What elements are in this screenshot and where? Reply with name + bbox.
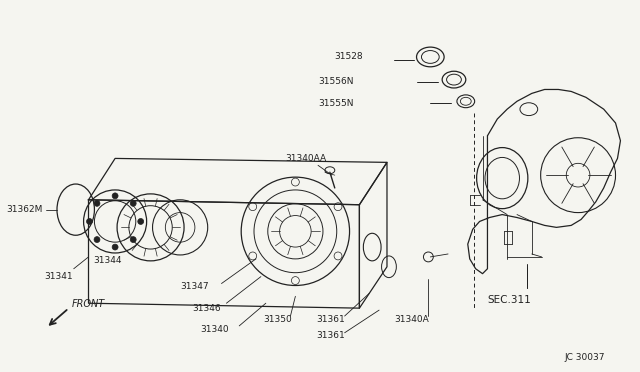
Text: 31361: 31361 — [316, 315, 345, 324]
Text: 31528: 31528 — [335, 52, 364, 61]
Circle shape — [112, 193, 118, 199]
Circle shape — [112, 244, 118, 250]
Text: 31340: 31340 — [200, 326, 228, 334]
Text: 31346: 31346 — [192, 304, 221, 312]
Text: 31350: 31350 — [263, 315, 292, 324]
Text: 31340AA: 31340AA — [285, 154, 326, 163]
Circle shape — [94, 237, 100, 243]
Text: 31361: 31361 — [316, 331, 345, 340]
Text: 31340A: 31340A — [394, 315, 429, 324]
Text: JC 30037: JC 30037 — [564, 353, 605, 362]
Text: 31556N: 31556N — [318, 77, 353, 86]
Text: SEC.311: SEC.311 — [488, 295, 531, 305]
Circle shape — [86, 218, 92, 224]
Circle shape — [131, 237, 136, 243]
Circle shape — [94, 201, 100, 206]
Circle shape — [138, 218, 143, 224]
Text: 31341: 31341 — [44, 272, 73, 281]
Text: 31347: 31347 — [180, 282, 209, 291]
Text: 31362M: 31362M — [7, 205, 43, 214]
Text: 31344: 31344 — [93, 256, 122, 265]
Text: FRONT: FRONT — [72, 299, 105, 309]
Text: 31555N: 31555N — [318, 99, 353, 108]
Circle shape — [131, 201, 136, 206]
